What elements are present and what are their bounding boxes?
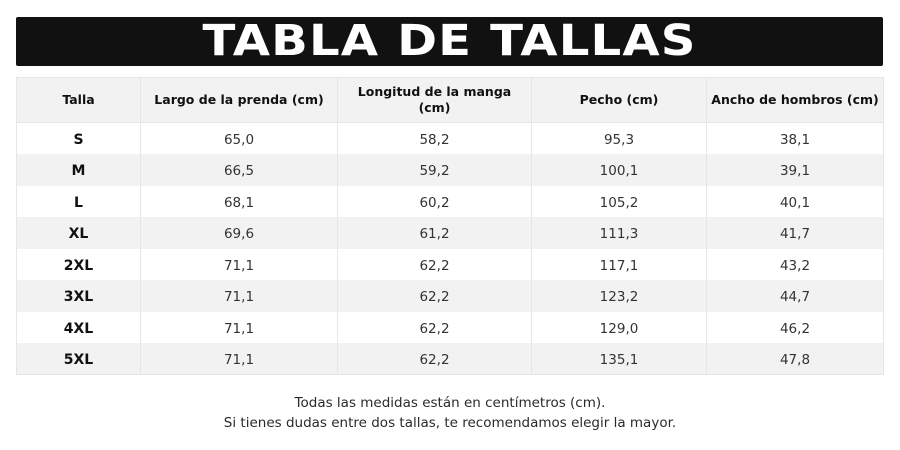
largo-cell: 66,5 (140, 154, 338, 186)
table-row: 2XL 71,1 62,2 117,1 43,2 (16, 248, 884, 280)
pecho-cell: 135,1 (531, 343, 707, 375)
size-cell: 5XL (16, 343, 141, 375)
size-cell: S (16, 122, 141, 154)
largo-cell: 71,1 (140, 311, 338, 343)
header-hombros: Ancho de hombros (cm) (706, 77, 884, 123)
pecho-cell: 95,3 (531, 122, 707, 154)
size-cell: 4XL (16, 311, 141, 343)
hombros-cell: 38,1 (779, 132, 811, 148)
pecho-cell: 123,2 (531, 280, 707, 312)
manga-cell: 62,2 (337, 280, 532, 312)
largo-cell: 71,1 (140, 248, 338, 280)
pecho-cell: 111,3 (531, 217, 707, 249)
size-cell: 2XL (16, 248, 141, 280)
table-row: 4XL 71,1 62,2 129,0 46,2 (16, 311, 884, 343)
largo-cell: 71,1 (140, 343, 338, 375)
page-title: TABLA DE TALLAS (202, 16, 697, 66)
manga-cell: 61,2 (337, 217, 532, 249)
footnote: Todas las medidas están en centímetros (… (0, 393, 900, 433)
manga-cell: 62,2 (337, 311, 532, 343)
table-row: L 68,1 60,2 105,2 40,1 (16, 185, 884, 217)
table-row: S 65,0 58,2 95,3 38,1 (16, 122, 884, 154)
table-row: M 66,5 59,2 100,1 39,1 (16, 154, 884, 186)
hombros-cell: 41,7 (779, 226, 811, 243)
hombros-cell: 44,7 (779, 289, 811, 306)
table-row: 5XL 71,1 62,2 135,1 47,8 (16, 343, 884, 375)
largo-cell: 71,1 (140, 280, 338, 312)
pecho-cell: 117,1 (531, 248, 707, 280)
pecho-cell: 129,0 (531, 311, 707, 343)
footnote-line-2: Si tienes dudas entre dos tallas, te rec… (223, 415, 677, 431)
largo-cell: 68,1 (140, 185, 338, 217)
table-header-row: Talla Largo de la prenda (cm) Longitud d… (16, 77, 884, 123)
size-cell: 3XL (16, 280, 141, 312)
header-pecho: Pecho (cm) (531, 77, 707, 123)
size-cell: XL (16, 217, 141, 249)
hombros-cell: 46,2 (779, 320, 811, 337)
hombros-cell: 39,1 (779, 163, 811, 180)
size-cell: L (16, 185, 141, 217)
manga-cell: 59,2 (337, 154, 532, 186)
table-row: 3XL 71,1 62,2 123,2 44,7 (16, 280, 884, 312)
pecho-cell: 105,2 (531, 185, 707, 217)
largo-cell: 65,0 (140, 122, 338, 154)
manga-cell: 60,2 (337, 185, 532, 217)
pecho-cell: 100,1 (531, 154, 707, 186)
footnote-line-1: Todas las medidas están en centímetros (… (294, 395, 606, 411)
hombros-cell: 40,1 (779, 194, 811, 211)
manga-cell: 62,2 (337, 343, 532, 375)
header-largo: Largo de la prenda (cm) (140, 77, 338, 123)
manga-cell: 58,2 (337, 122, 532, 154)
header-manga: Longitud de la manga (cm) (337, 77, 532, 123)
title-banner: TABLA DE TALLAS (16, 17, 883, 66)
largo-cell: 69,6 (140, 217, 338, 249)
hombros-cell: 47,8 (779, 352, 811, 368)
table-row: XL 69,6 61,2 111,3 41,7 (16, 217, 884, 249)
hombros-cell: 43,2 (779, 257, 811, 274)
manga-cell: 62,2 (337, 248, 532, 280)
size-cell: M (16, 154, 141, 186)
size-chart-table: Talla Largo de la prenda (cm) Longitud d… (16, 77, 884, 375)
header-talla: Talla (16, 77, 141, 123)
